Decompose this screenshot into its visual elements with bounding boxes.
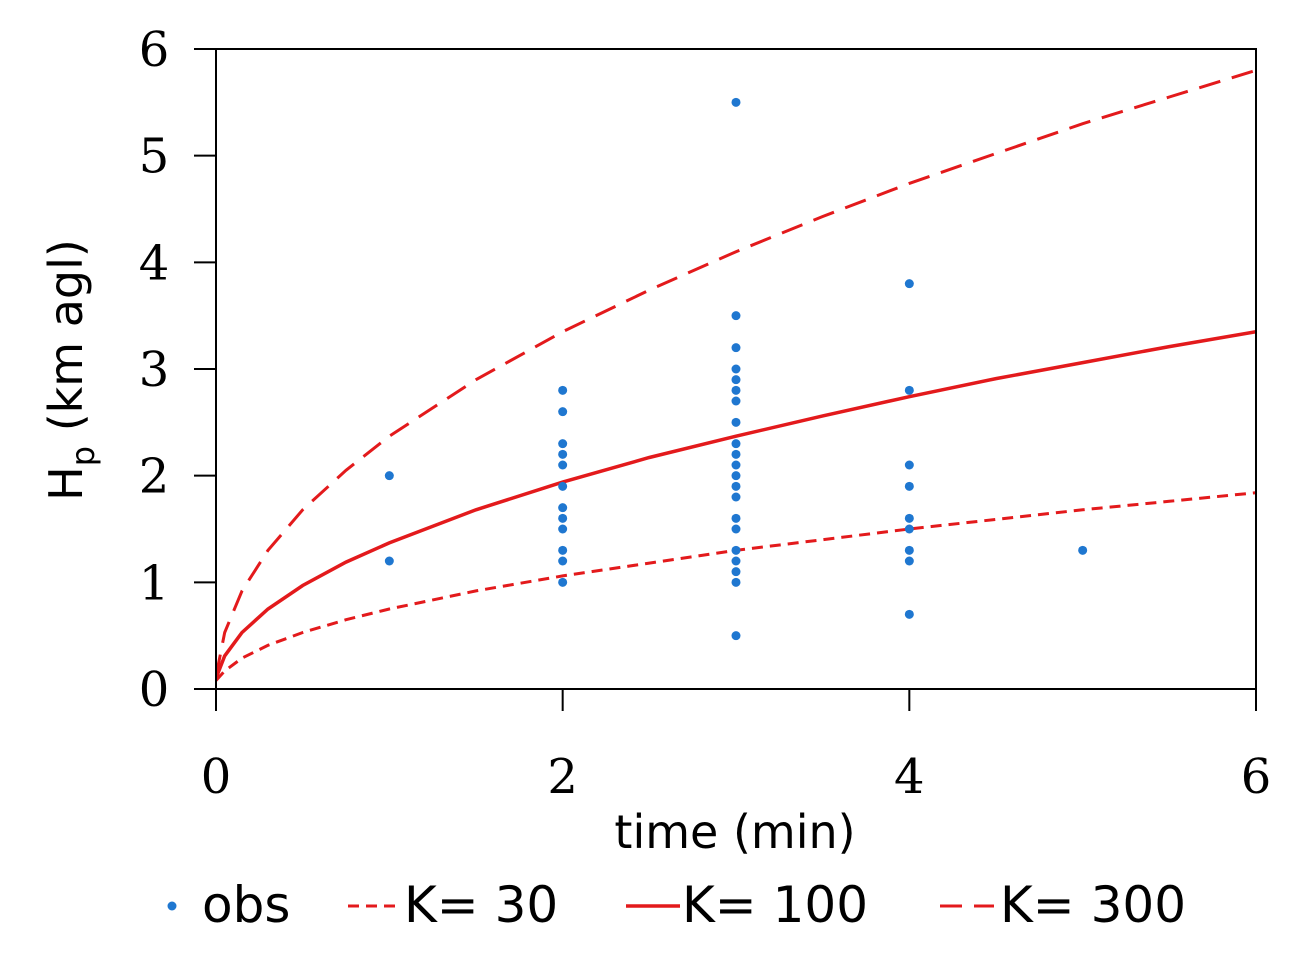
y-tick-label: 6	[139, 22, 170, 78]
plot-area	[216, 68, 1256, 682]
x-tick-label: 6	[1241, 749, 1272, 805]
axes: 0 1 2 3 4 5 6 0 2 4 6	[139, 22, 1272, 805]
obs-point	[558, 545, 568, 555]
obs-point	[558, 460, 568, 470]
obs-point	[558, 513, 568, 523]
obs-point	[731, 471, 741, 481]
legend-k300-label: K= 300	[1000, 876, 1186, 934]
obs-point	[558, 556, 568, 566]
obs-point	[731, 449, 741, 459]
obs-point	[904, 481, 914, 491]
y-axis-label-main: H	[39, 466, 93, 501]
obs-point	[731, 513, 741, 523]
obs-point	[731, 492, 741, 502]
obs-point	[731, 311, 741, 321]
obs-point	[731, 396, 741, 406]
y-axis-label: Hp (km agl)	[39, 239, 102, 501]
legend-k30-label: K= 30	[404, 876, 558, 934]
y-tick-label: 4	[139, 235, 170, 291]
obs-point	[558, 524, 568, 534]
obs-point	[558, 503, 568, 513]
obs-point	[731, 577, 741, 587]
obs-point	[731, 385, 741, 395]
obs-point	[558, 407, 568, 417]
obs-point	[731, 417, 741, 427]
obs-point	[1078, 545, 1088, 555]
obs-point	[904, 279, 914, 289]
obs-point	[904, 460, 914, 470]
y-tick-label: 1	[139, 555, 170, 611]
obs-point	[904, 609, 914, 619]
obs-point	[384, 556, 394, 566]
x-tick-label: 2	[547, 749, 578, 805]
legend-k100-label: K= 100	[682, 876, 868, 934]
obs-point	[904, 545, 914, 555]
series-line-k-30	[216, 491, 1256, 682]
obs-point	[904, 385, 914, 395]
obs-point	[731, 364, 741, 374]
obs-point	[558, 385, 568, 395]
obs-point	[731, 556, 741, 566]
obs-point	[731, 375, 741, 385]
obs-point	[558, 481, 568, 491]
x-tick-label: 0	[201, 749, 232, 805]
x-axis-label: time (min)	[614, 805, 855, 859]
y-axis-label-rest: (km agl)	[39, 239, 93, 446]
obs-point	[904, 513, 914, 523]
series-line-k-300	[216, 68, 1256, 677]
y-tick-label: 0	[139, 662, 170, 718]
obs-point	[904, 524, 914, 534]
obs-point	[731, 631, 741, 641]
obs-point	[731, 460, 741, 470]
obs-point	[731, 97, 741, 107]
legend-obs-label: obs	[202, 876, 290, 934]
obs-point	[731, 524, 741, 534]
obs-point	[731, 567, 741, 577]
y-tick-label: 3	[139, 342, 170, 398]
legend: obs K= 30 K= 100 K= 300	[167, 876, 1186, 934]
obs-point	[731, 545, 741, 555]
obs-point	[731, 343, 741, 353]
obs-point	[731, 481, 741, 491]
obs-point	[904, 556, 914, 566]
obs-point	[384, 471, 394, 481]
legend-obs-marker	[167, 901, 177, 911]
obs-point	[731, 439, 741, 449]
y-tick-label: 5	[139, 129, 170, 185]
obs-point	[558, 577, 568, 587]
y-axis-label-subscript: p	[64, 446, 102, 466]
obs-point	[558, 449, 568, 459]
obs-point	[558, 439, 568, 449]
x-tick-label: 4	[894, 749, 925, 805]
y-tick-label: 2	[139, 449, 170, 505]
